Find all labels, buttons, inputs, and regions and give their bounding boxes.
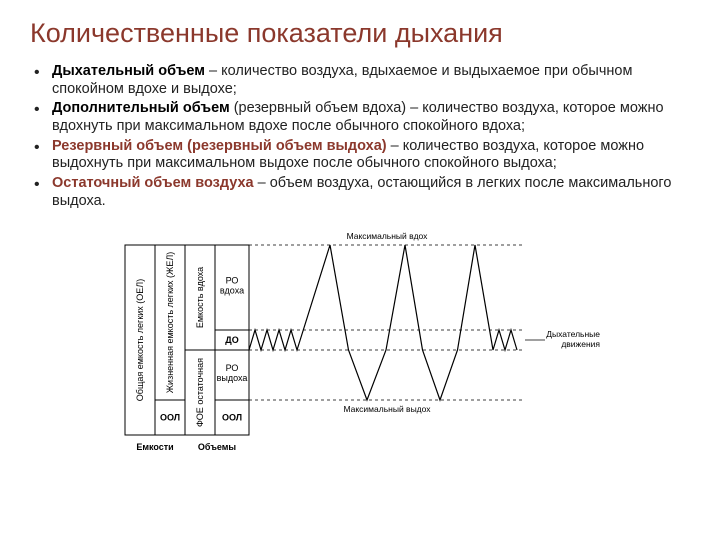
svg-text:вдоха: вдоха <box>220 285 244 295</box>
svg-text:Емкости: Емкости <box>136 442 173 452</box>
svg-text:выдоха: выдоха <box>217 373 248 383</box>
svg-text:Максимальный вдох: Максимальный вдох <box>347 231 429 241</box>
svg-text:РО: РО <box>226 275 239 285</box>
svg-text:Общая емкость легких (ОЕЛ): Общая емкость легких (ОЕЛ) <box>135 278 145 400</box>
svg-text:ФОЕ остаточная: ФОЕ остаточная <box>195 357 205 426</box>
term-3: Остаточный объем воздуха <box>52 175 254 191</box>
svg-text:ООЛ: ООЛ <box>222 412 242 422</box>
list-item: Дыхательный объем – количество воздуха, … <box>30 63 690 98</box>
svg-text:Емкость вдоха: Емкость вдоха <box>195 266 205 327</box>
page-title: Количественные показатели дыхания <box>30 18 690 49</box>
list-item: Дополнительный объем (резервный объем вд… <box>30 100 690 135</box>
svg-text:Объемы: Объемы <box>198 442 237 452</box>
svg-text:Жизненная емкость легких (ЖЕЛ): Жизненная емкость легких (ЖЕЛ) <box>165 251 175 393</box>
term-0: Дыхательный объем <box>52 63 205 79</box>
list-item: Остаточный объем воздуха – объем воздуха… <box>30 175 690 210</box>
term-1: Дополнительный объем <box>52 100 230 116</box>
definition-list: Дыхательный объем – количество воздуха, … <box>30 63 690 211</box>
svg-text:Максимальный выдох: Максимальный выдох <box>343 404 431 414</box>
list-item: Резервный объем (резервный объем выдоха)… <box>30 138 690 173</box>
svg-text:Дыхательные: Дыхательные <box>546 329 600 339</box>
svg-text:ООЛ: ООЛ <box>160 412 180 422</box>
svg-text:ДО: ДО <box>225 335 238 345</box>
svg-text:движения: движения <box>561 339 600 349</box>
svg-text:РО: РО <box>226 363 239 373</box>
term-2: Резервный объем (резервный объем выдоха) <box>52 138 387 154</box>
lung-volumes-diagram: Общая емкость легких (ОЕЛ) Жизненная емко… <box>115 225 605 475</box>
